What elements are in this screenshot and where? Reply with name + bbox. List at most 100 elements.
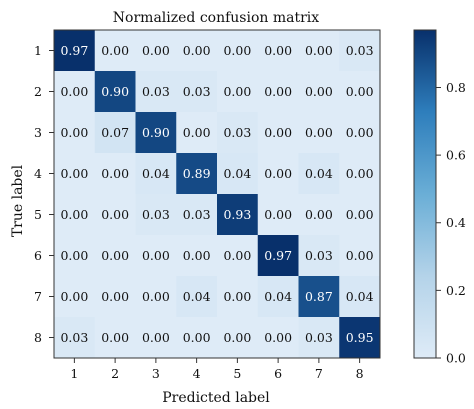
heatmap-cell-r3-c3 [135,112,177,154]
cell-value-label: 0.93 [223,207,251,222]
y-tick-label: 3 [34,125,42,140]
cell-value-label: 0.00 [101,330,129,345]
axis-ticks: 1 2 3 4 5 6 7 8 1 2 3 4 5 6 7 8 [34,43,364,381]
y-tick-label: 8 [34,330,42,345]
heatmap-cell-r5-c2 [94,194,136,236]
heatmap-cell-r2-c7 [298,71,340,113]
heatmap-cell-r6-c6 [257,235,299,277]
x-tick-label: 7 [315,366,323,381]
cell-value-label: 0.00 [142,330,170,345]
cell-value-label: 0.00 [223,289,251,304]
heatmap-cell-r6-c1 [54,235,96,277]
y-tick-label: 1 [34,43,42,58]
heatmap-cell-r4-c3 [135,153,177,195]
heatmap-cell-r4-c2 [94,153,136,195]
cell-value-label: 0.03 [346,43,374,58]
cell-value-label: 0.03 [60,330,88,345]
heatmap-cell-r8-c4 [176,317,218,359]
colorbar-tick-label: 0.8 [446,80,466,95]
heatmap-cell-r7-c3 [135,276,177,318]
cell-value-label: 0.07 [101,125,129,140]
cell-value-label: 0.00 [346,166,374,181]
cell-value-label: 0.03 [305,330,333,345]
cell-value-label: 0.03 [305,248,333,263]
x-tick-label: 8 [356,366,364,381]
heatmap-cell-r5-c3 [135,194,177,236]
cell-value-label: 0.00 [264,166,292,181]
cell-value-label: 0.04 [305,166,333,181]
x-tick-label: 1 [70,366,78,381]
cell-value-label: 0.00 [305,207,333,222]
y-tick-label: 5 [34,207,42,222]
cell-value-label: 0.03 [183,84,211,99]
cell-value-label: 0.04 [223,166,251,181]
heatmap-cell-r6-c8 [339,235,381,277]
heatmap-cell-r4-c1 [54,153,96,195]
heatmap-cell-r7-c1 [54,276,96,318]
heatmap-cell-r5-c6 [257,194,299,236]
heatmap-cell-r1-c6 [257,30,299,72]
heatmap-cell-r8-c7 [298,317,340,359]
heatmap-cell-r5-c7 [298,194,340,236]
heatmap-cell-r1-c7 [298,30,340,72]
cell-value-label: 0.00 [305,84,333,99]
heatmap-cell-r8-c5 [217,317,259,359]
y-axis-label: True label [10,164,26,237]
x-tick-label: 5 [233,366,241,381]
cell-value-label: 0.00 [305,43,333,58]
cell-value-label: 0.03 [142,84,170,99]
cell-value-label: 0.04 [183,289,211,304]
cell-value-label: 0.00 [264,207,292,222]
cell-value-label: 0.00 [346,248,374,263]
cell-value-label: 0.00 [346,125,374,140]
cell-value-label: 0.00 [101,207,129,222]
heatmap-cell-r2-c6 [257,71,299,113]
x-tick-label: 6 [274,366,282,381]
cell-value-label: 0.90 [142,125,170,140]
y-tick-label: 6 [34,248,42,263]
cell-value-label: 0.04 [264,289,292,304]
cell-value-label: 0.00 [223,248,251,263]
heatmap-cell-r1-c3 [135,30,177,72]
cell-value-label: 0.00 [142,289,170,304]
heatmap-cell-r2-c3 [135,71,177,113]
chart-title: Normalized confusion matrix [113,10,319,26]
colorbar-tick-label: 0.4 [446,215,466,230]
heatmap-cell-r4-c7 [298,153,340,195]
heatmap-cell-r3-c5 [217,112,259,154]
cell-value-label: 0.00 [264,125,292,140]
cell-value-label: 0.00 [183,125,211,140]
cell-value-label: 0.97 [60,43,88,58]
heatmap-cell-r6-c5 [217,235,259,277]
y-tick-label: 7 [34,289,42,304]
cell-value-label: 0.00 [101,289,129,304]
heatmap-cell-r3-c2 [94,112,136,154]
cell-value-label: 0.00 [60,125,88,140]
heatmap-cells: 0.97 0.00 0.00 0.00 0.00 0.00 0.00 0.03 0.00 0.90… [53,29,381,359]
heatmap-cell-r2-c4 [176,71,218,113]
cell-value-label: 0.00 [183,248,211,263]
cell-value-label: 0.03 [142,207,170,222]
heatmap-cell-r2-c1 [54,71,96,113]
heatmap-cell-r1-c2 [94,30,136,72]
heatmap-cell-r6-c2 [94,235,136,277]
heatmap-cell-r7-c2 [94,276,136,318]
x-tick-label: 2 [111,366,119,381]
x-tick-label: 3 [152,366,160,381]
cell-value-label: 0.03 [223,125,251,140]
heatmap-cell-r7-c4 [176,276,218,318]
heatmap-cell-r1-c8 [339,30,381,72]
cell-value-label: 0.97 [264,248,292,263]
cell-value-label: 0.00 [101,43,129,58]
x-tick-label: 4 [193,366,201,381]
heatmap-cell-r8-c1 [54,317,96,359]
cell-value-label: 0.00 [60,84,88,99]
cell-value-label: 0.04 [142,166,170,181]
heatmap-cell-r1-c4 [176,30,218,72]
heatmap-cell-r7-c6 [257,276,299,318]
heatmap-cell-r2-c8 [339,71,381,113]
heatmap-cell-r1-c5 [217,30,259,72]
cell-value-label: 0.00 [101,166,129,181]
